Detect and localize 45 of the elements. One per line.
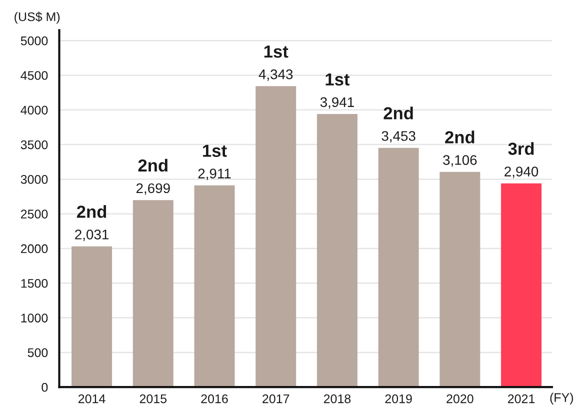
annotation: 2nd [76,205,106,218]
y-axis-title: (US$ M) [14,12,60,24]
bar [194,185,235,388]
data-label: 3,106 [443,155,477,167]
x-tick-label: 2019 [385,394,412,404]
data-label: 3,941 [320,97,354,109]
annotation: 1st [264,46,288,58]
data-label: 2,911 [198,168,231,180]
x-tick-label: 2018 [324,394,351,404]
x-tick-label: 2020 [446,394,474,404]
annotation: 3rd [508,142,534,155]
y-tick-label: 5000 [20,36,48,46]
annotation: 2nd [445,130,474,144]
y-tick-label: 2000 [20,244,48,254]
annotation: 1st [326,73,350,86]
y-tick-label: 500 [28,348,48,358]
bar [501,183,542,388]
y-tick-label: 1500 [21,278,48,288]
bar [316,114,358,388]
data-label: 2,031 [75,230,108,242]
bar [256,86,296,388]
data-label: 3,453 [382,131,416,143]
y-tick-label: 2500 [20,210,48,219]
data-label: 2,940 [504,166,538,178]
y-tick-label: 4000 [20,106,48,115]
y-tick-label: 0 [42,382,48,392]
data-label: 4,343 [258,69,293,81]
bar [132,200,174,388]
y-tick-label: 1000 [21,314,48,322]
data-label: 2,699 [136,183,170,195]
bar [72,246,112,388]
annotation: 2nd [138,158,168,172]
bar [440,172,480,388]
x-tick-label: 2015 [140,394,167,404]
x-axis-title: (FY) [550,392,574,404]
annotation: 1st [203,144,227,157]
y-tick-label: 4500 [20,71,48,80]
x-tick-label: 2016 [201,394,228,404]
y-tick-label: 3000 [20,175,48,184]
x-tick-label: 2017 [262,394,290,404]
y-tick-label: 3500 [20,140,48,150]
bar [378,148,419,388]
x-tick-label: 2021 [508,394,535,404]
annotation: 2nd [384,106,413,120]
x-tick-label: 2014 [78,394,106,404]
